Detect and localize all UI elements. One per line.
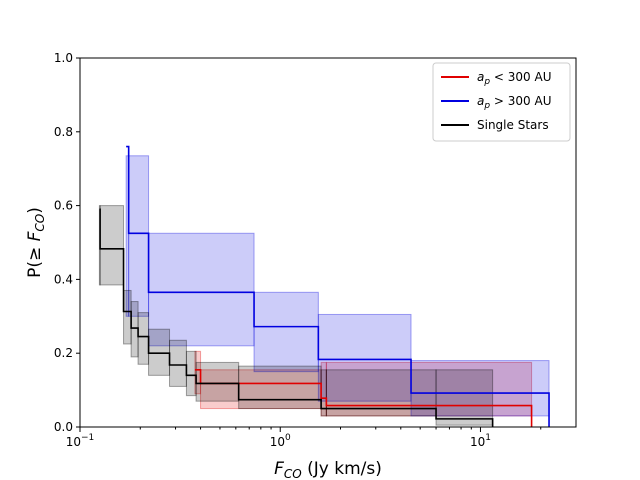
band-segment (130, 301, 139, 358)
band-segment (325, 361, 533, 417)
band-segment (148, 328, 171, 376)
legend: ap < 300 AU ap > 300 AU Single Stars (432, 62, 571, 142)
band-segment (195, 361, 240, 402)
series-line-1 (126, 145, 550, 427)
band-segment (123, 289, 132, 345)
plot-frame (79, 57, 577, 428)
legend-label: ap > 300 AU (477, 94, 551, 111)
series-line-2 (99, 208, 494, 427)
band-segment (125, 155, 130, 317)
y-axis-label: P(≥ FCO) (25, 207, 47, 278)
y-tick-label: 0.4 (54, 272, 73, 286)
band-segment (128, 155, 150, 317)
legend-box (432, 62, 571, 142)
band-series-2 (98, 205, 494, 426)
step-lines (99, 145, 550, 427)
band-segment (169, 339, 187, 387)
axis-ticks: 0.0 0.2 0.4 0.6 0.8 1.0 10−1 100 101 (54, 51, 542, 449)
x-tick-label: 10−1 (66, 433, 95, 449)
band-segment (238, 365, 322, 410)
legend-label: ap < 300 AU (477, 70, 551, 87)
y-tick-label: 0.2 (54, 346, 73, 360)
legend-label: Single Stars (477, 118, 549, 132)
y-tick-label: 0.8 (54, 125, 73, 139)
band-segment (200, 369, 322, 410)
band-segment (317, 313, 412, 402)
x-tick-label: 100 (270, 433, 291, 449)
series-line-0 (194, 369, 533, 427)
y-tick-label: 0.6 (54, 199, 73, 213)
y-tick-label: 1.0 (54, 51, 73, 65)
band-segment (185, 350, 197, 397)
band-segment (253, 291, 319, 373)
x-tick-label: 101 (470, 433, 491, 449)
band-series-0 (194, 350, 533, 417)
band-segment (137, 312, 150, 365)
band-segment (435, 369, 494, 426)
band-segment (99, 205, 125, 286)
x-axis-label: FCO (Jy km/s) (274, 459, 382, 480)
y-tick-label: 0.0 (54, 420, 73, 434)
band-segment (410, 360, 550, 417)
